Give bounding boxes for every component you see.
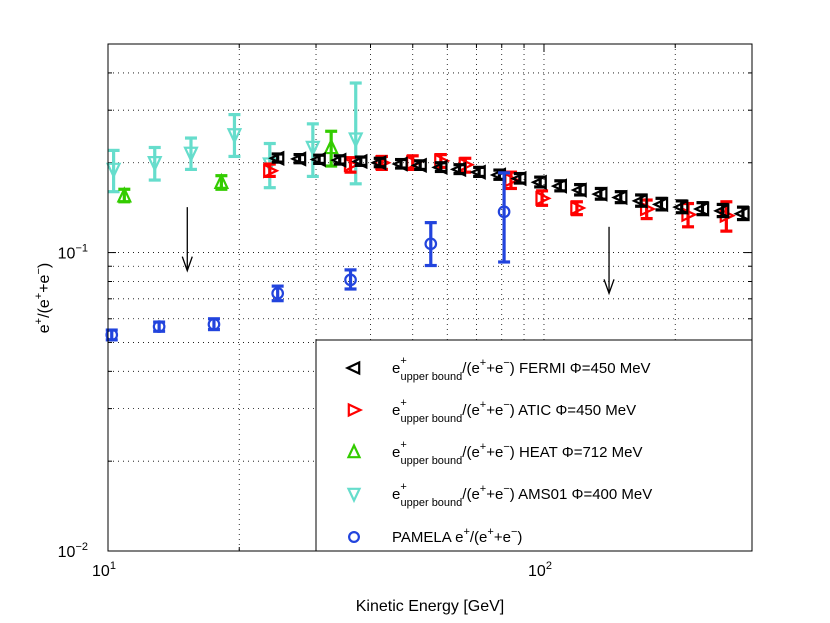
data-point — [570, 200, 587, 216]
legend-label: e+ upper bound/(e++e−) ATIC Φ=450 MeV — [392, 397, 636, 425]
legend-label: e+ upper bound/(e++e−) FERMI Φ=450 MeV — [392, 355, 651, 383]
data-point — [410, 157, 427, 174]
data-point — [570, 182, 587, 198]
data-point — [305, 140, 321, 158]
legend-label: e+ upper bound/(e++e−) AMS01 Φ=400 MeV — [392, 481, 652, 509]
data-point — [183, 146, 199, 163]
data-point — [152, 320, 166, 333]
data-point — [681, 206, 698, 223]
data-point — [323, 137, 339, 155]
data-point — [631, 193, 648, 209]
data-point — [550, 178, 568, 194]
arrow-head — [603, 279, 615, 296]
series-circle — [105, 171, 511, 342]
down-arrow-annotation — [603, 226, 615, 296]
y-tick-label: 10−1 — [58, 243, 88, 263]
legend-label: PAMELA e+/(e++e−) — [392, 526, 522, 546]
data-point — [116, 186, 133, 203]
data-point — [207, 317, 221, 331]
data-point — [268, 150, 285, 166]
legend-marker — [346, 487, 362, 504]
data-point — [713, 203, 730, 219]
data-point — [692, 201, 710, 217]
data-point — [263, 163, 280, 179]
data-point — [344, 273, 357, 287]
data-point — [591, 186, 608, 202]
x-tick-label: 101 — [92, 560, 116, 580]
series-triangle-up — [116, 129, 339, 204]
y-tick-label: 10−2 — [58, 541, 88, 561]
arrow-head — [181, 256, 193, 273]
data-point — [469, 164, 486, 180]
x-tick-label: 102 — [528, 560, 552, 580]
data-point — [330, 152, 347, 168]
y-axis-label: e+/(e++e−) — [33, 263, 53, 333]
legend-label: e+ upper bound/(e++e−) HEAT Φ=712 MeV — [392, 439, 643, 467]
data-point — [611, 189, 628, 206]
x-axis-label: Kinetic Energy [GeV] — [356, 598, 505, 615]
data-point — [535, 190, 552, 207]
data-point — [213, 172, 230, 189]
data-point — [226, 128, 243, 145]
legend-marker — [346, 442, 362, 459]
series-triangle-left — [268, 150, 750, 222]
data-point — [449, 161, 467, 178]
legend-marker — [344, 360, 361, 376]
data-point — [348, 132, 364, 149]
data-point — [351, 153, 368, 170]
data-point — [309, 151, 326, 168]
legend-box — [315, 339, 753, 552]
data-point — [370, 155, 387, 171]
data-marks — [105, 81, 750, 342]
data-point — [431, 159, 448, 176]
data-point — [530, 174, 547, 190]
data-point — [424, 237, 438, 251]
data-point — [147, 156, 163, 173]
data-point — [391, 156, 408, 172]
tick-labels: 101 102 10−2 10−1 — [58, 243, 552, 580]
annotations — [181, 207, 615, 296]
data-point — [289, 151, 307, 167]
data-point — [672, 199, 689, 215]
data-point — [733, 206, 750, 222]
data-point — [510, 170, 527, 187]
data-point — [271, 287, 285, 300]
legend-marker — [348, 531, 360, 543]
legend: e+ upper bound/(e++e−) FERMI Φ=450 MeV e+ u… — [315, 339, 753, 552]
data-point — [651, 196, 669, 213]
legend-marker — [347, 402, 364, 418]
data-point — [105, 162, 122, 179]
data-point — [497, 205, 511, 219]
data-point — [105, 328, 119, 342]
down-arrow-annotation — [181, 207, 193, 273]
